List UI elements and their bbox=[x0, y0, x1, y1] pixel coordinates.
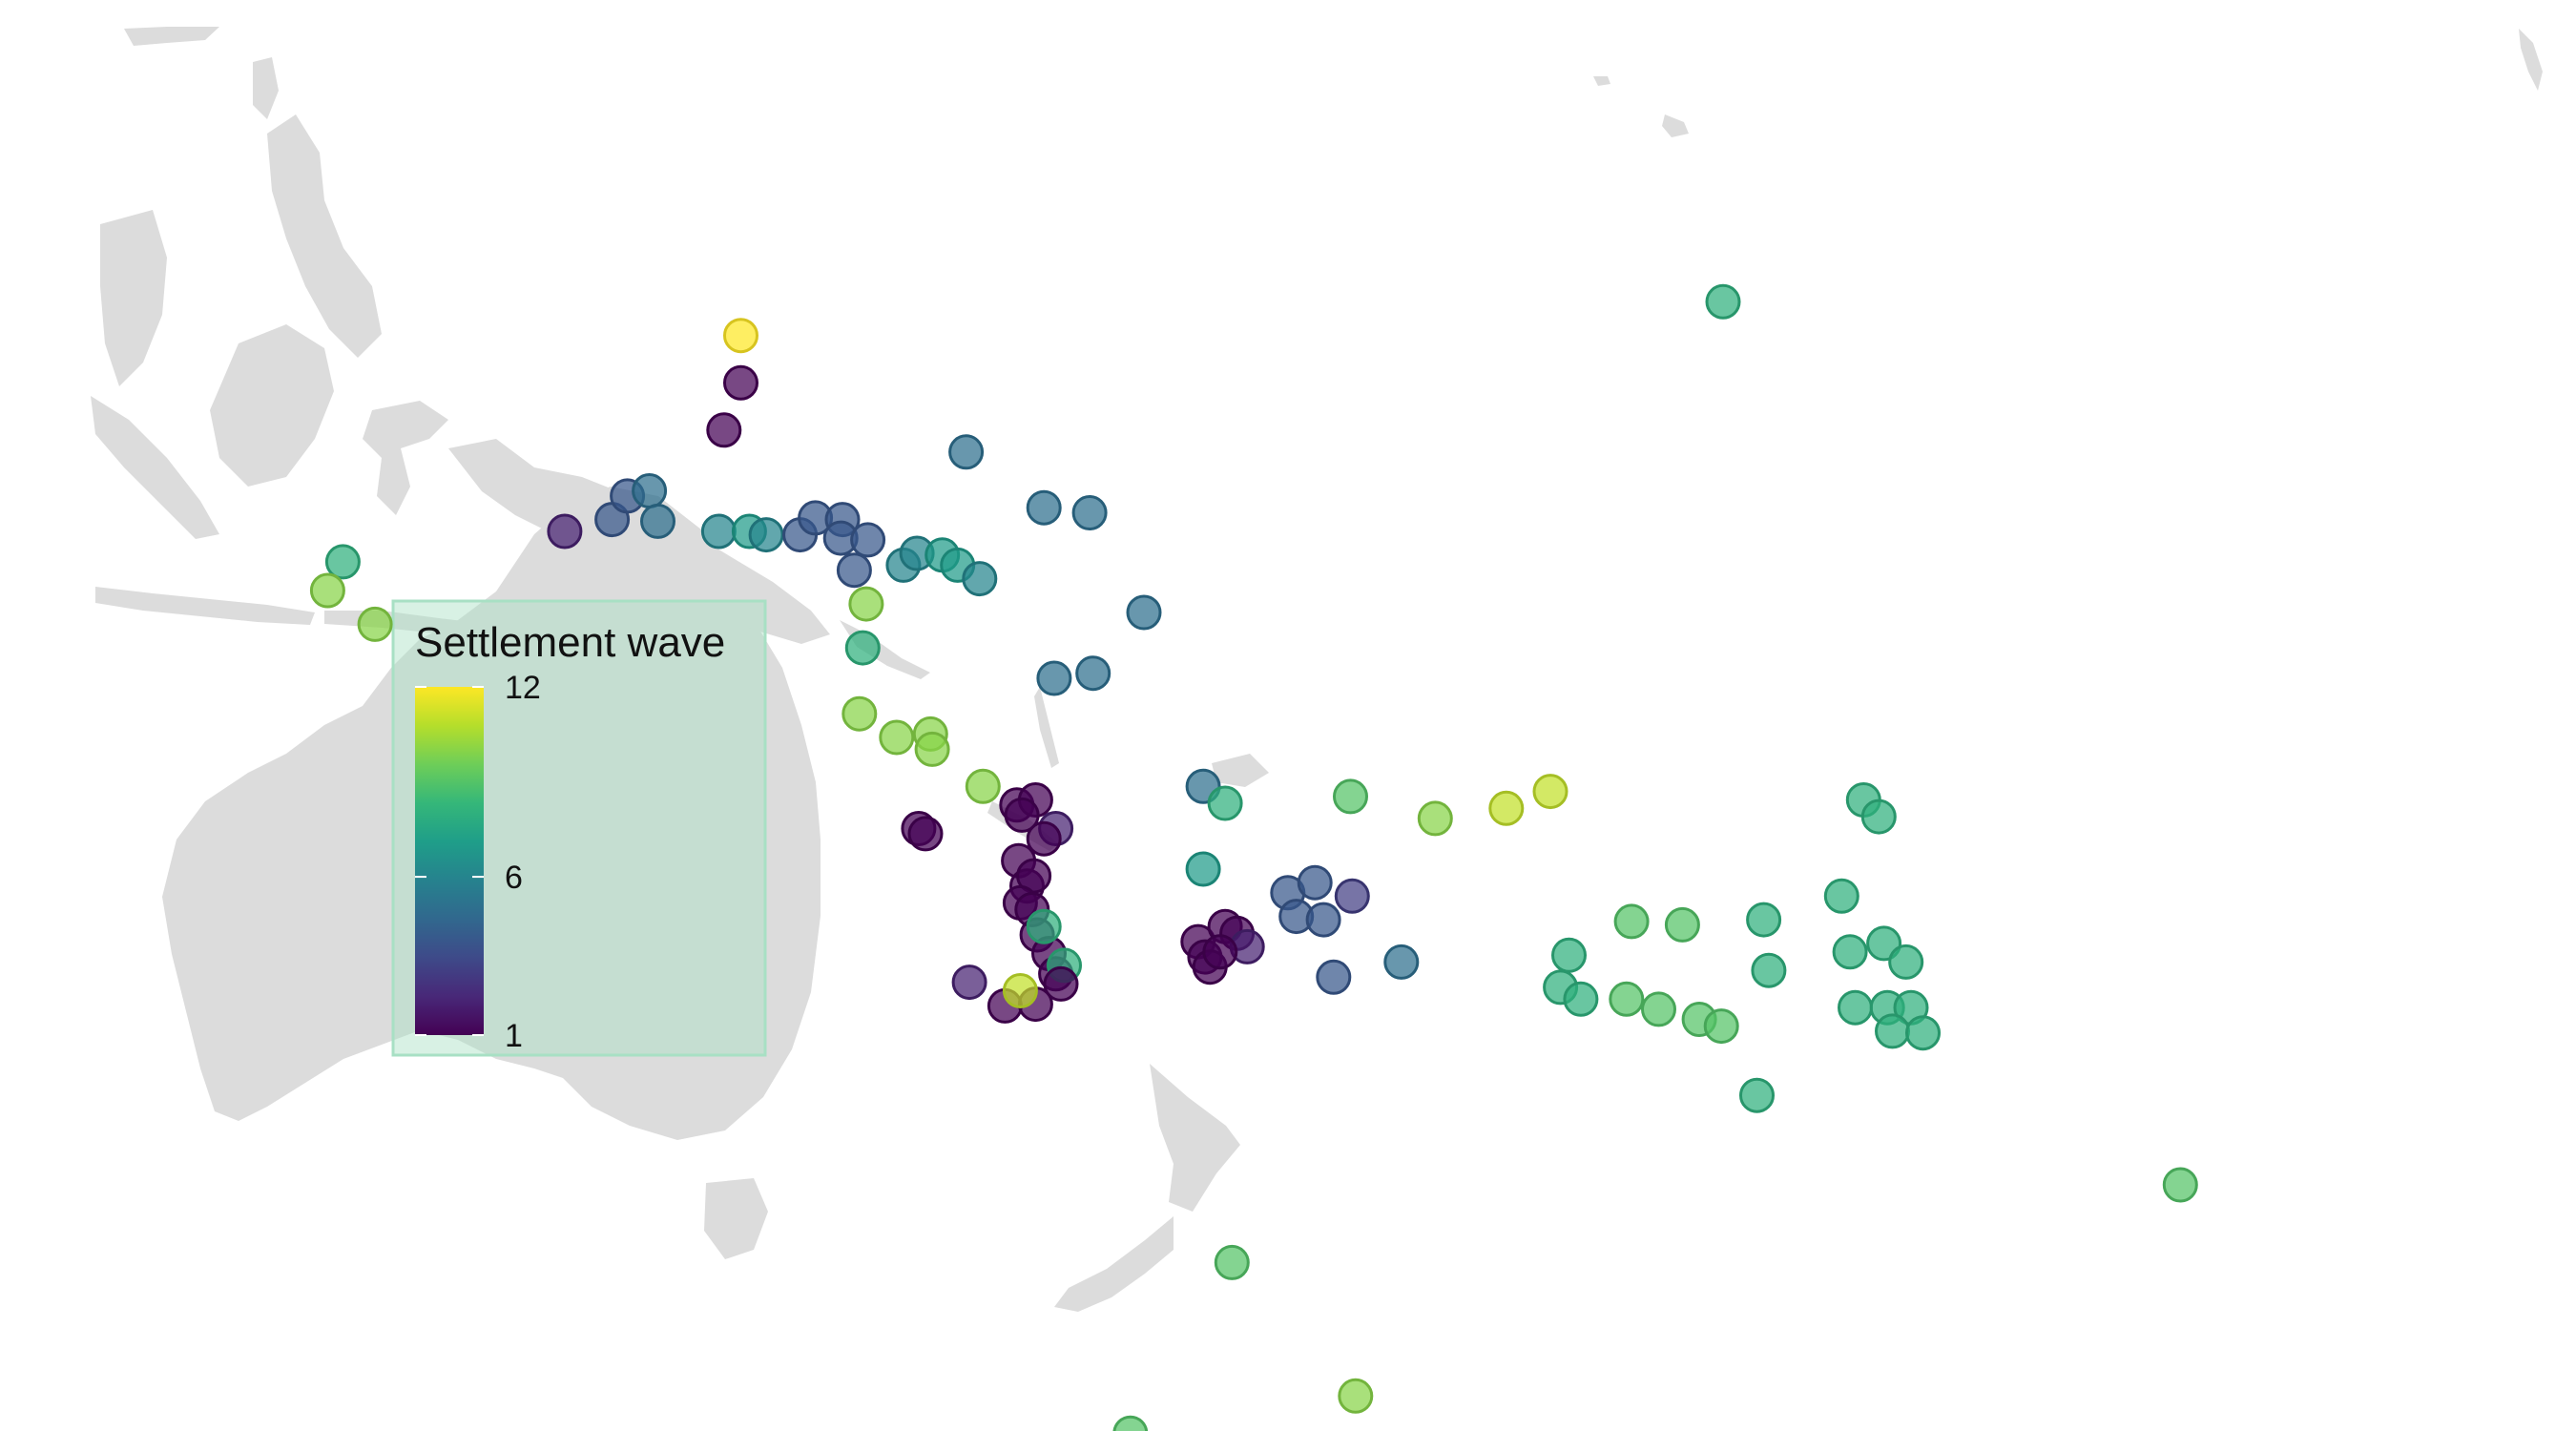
hawaii-landmass bbox=[1593, 76, 1689, 137]
legend-tick-label: 1 bbox=[505, 1018, 523, 1054]
settlement-point bbox=[1026, 820, 1062, 857]
settlement-point bbox=[1112, 1415, 1149, 1431]
settlement-point bbox=[1026, 489, 1062, 526]
australia-landmass bbox=[162, 487, 821, 1140]
philippines-landmass bbox=[267, 114, 382, 358]
legend: Settlement wave 12 6 1 bbox=[391, 599, 767, 1057]
sulawesi-landmass bbox=[363, 401, 448, 515]
settlement-point bbox=[748, 517, 784, 553]
settlement-point bbox=[1532, 774, 1568, 810]
settlement-point bbox=[1334, 878, 1370, 914]
settlement-point bbox=[1823, 878, 1859, 914]
settlement-point bbox=[1026, 908, 1062, 944]
settlement-point bbox=[723, 318, 758, 354]
settlement-point bbox=[1036, 660, 1072, 696]
settlement-point bbox=[1417, 800, 1453, 837]
settlement-point bbox=[547, 513, 583, 550]
settlement-point bbox=[1609, 981, 1645, 1017]
settlement-sites bbox=[309, 283, 2198, 1431]
settlement-point bbox=[1703, 1008, 1739, 1045]
japan-landmass bbox=[124, 27, 219, 46]
settlement-point bbox=[1185, 851, 1221, 887]
legend-tick-label: 6 bbox=[505, 860, 523, 896]
settlement-point bbox=[1004, 797, 1040, 833]
settlement-point bbox=[850, 522, 886, 558]
new-guinea-landmass bbox=[448, 439, 830, 644]
settlement-point bbox=[309, 572, 345, 609]
settlement-point bbox=[1860, 798, 1897, 835]
settlement-point bbox=[965, 768, 1001, 804]
settlement-point bbox=[1838, 989, 1873, 1026]
settlement-point bbox=[1383, 944, 1420, 980]
settlement-point bbox=[1488, 790, 1525, 826]
settlement-point bbox=[1207, 785, 1243, 821]
legend-ticks: 12 6 1 bbox=[415, 670, 541, 1054]
settlement-point bbox=[1297, 864, 1333, 901]
settlement-point bbox=[723, 364, 758, 401]
malay-peninsula-landmass bbox=[100, 210, 167, 386]
settlement-point bbox=[1705, 283, 1741, 320]
new-zealand-south-landmass bbox=[1054, 1216, 1174, 1312]
settlement-point bbox=[706, 412, 742, 448]
settlement-point bbox=[951, 964, 987, 1001]
settlement-point bbox=[1214, 1244, 1250, 1280]
settlement-point bbox=[1641, 991, 1676, 1027]
settlement-point bbox=[962, 561, 998, 597]
settlement-point bbox=[1739, 1077, 1775, 1113]
settlement-point bbox=[1888, 944, 1924, 980]
settlement-point bbox=[841, 695, 878, 732]
settlement-point bbox=[836, 552, 872, 589]
settlement-point bbox=[357, 606, 393, 642]
settlement-point bbox=[914, 731, 950, 767]
settlement-point bbox=[1305, 902, 1341, 938]
vanuatu-landmass bbox=[1034, 687, 1059, 768]
settlement-point bbox=[1126, 594, 1162, 631]
settlement-point bbox=[848, 586, 884, 622]
legend-title: Settlement wave bbox=[415, 619, 725, 666]
lesser-sunda-landmass bbox=[324, 611, 611, 649]
settlement-point bbox=[1875, 1013, 1910, 1049]
taiwan-landmass bbox=[253, 57, 279, 119]
settlement-point bbox=[844, 630, 881, 666]
settlement-point bbox=[1333, 778, 1368, 815]
landmasses bbox=[91, 27, 2543, 1312]
settlement-point bbox=[1043, 965, 1079, 1002]
settlement-point bbox=[1613, 903, 1650, 940]
java-landmass bbox=[95, 587, 315, 625]
settlement-point bbox=[1832, 934, 1868, 970]
legend-tick-label: 12 bbox=[505, 670, 541, 706]
settlement-point bbox=[1751, 952, 1787, 988]
tasmania-landmass bbox=[704, 1178, 768, 1259]
settlement-point bbox=[1075, 655, 1111, 692]
settlement-point bbox=[1551, 937, 1587, 973]
settlement-point bbox=[1563, 981, 1599, 1017]
settlement-point bbox=[907, 816, 944, 852]
settlement-point bbox=[1202, 934, 1238, 970]
settlement-point bbox=[1071, 495, 1108, 530]
settlement-point bbox=[1746, 902, 1782, 938]
settlement-point bbox=[1905, 1015, 1941, 1051]
aleutian-landmass bbox=[2519, 29, 2543, 91]
settlement-point bbox=[1002, 973, 1038, 1008]
settlement-point bbox=[1664, 906, 1700, 943]
settlement-point bbox=[324, 544, 361, 580]
sumatra-landmass bbox=[91, 396, 219, 539]
settlement-point bbox=[879, 719, 915, 756]
legend-colorbar bbox=[415, 687, 484, 1035]
settlement-point bbox=[948, 434, 985, 470]
settlement-point bbox=[1316, 959, 1352, 995]
settlement-point bbox=[632, 473, 668, 508]
settlement-point bbox=[1338, 1378, 1374, 1414]
settlement-point bbox=[640, 503, 675, 539]
settlement-point bbox=[700, 513, 737, 550]
borneo-landmass bbox=[210, 324, 334, 487]
fiji-landmass bbox=[1212, 754, 1269, 787]
settlement-point bbox=[2162, 1167, 2198, 1203]
new-zealand-north-landmass bbox=[1150, 1064, 1240, 1212]
